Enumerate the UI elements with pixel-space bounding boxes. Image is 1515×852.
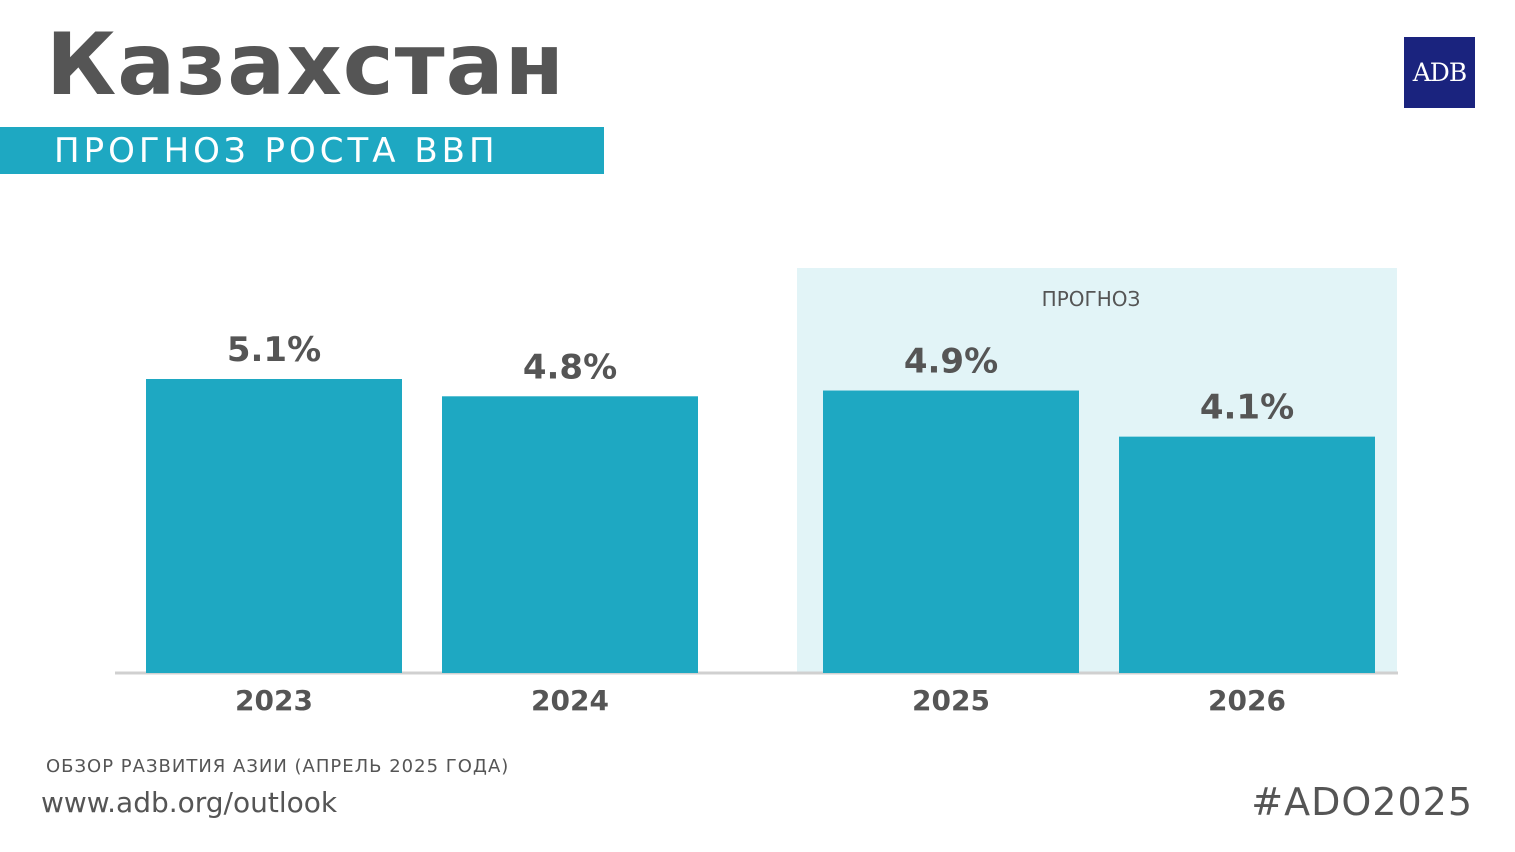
- value-label-2024: 4.8%: [523, 347, 617, 387]
- x-tick-label-2025: 2025: [912, 684, 990, 717]
- bar-2023: [146, 379, 402, 673]
- x-tick-label-2023: 2023: [235, 684, 313, 717]
- page-title: Казахстан: [46, 15, 566, 115]
- bar-2026: [1119, 436, 1375, 673]
- hashtag: #ADO2025: [1251, 780, 1473, 824]
- forecast-label: ПРОГНОЗ: [1042, 287, 1141, 311]
- bar-2025: [823, 390, 1079, 673]
- chart-subtitle: ПРОГНОЗ РОСТА ВВП: [54, 131, 499, 171]
- adb-logo-text: ADB: [1412, 58, 1467, 87]
- value-label-2025: 4.9%: [904, 342, 998, 382]
- value-label-2026: 4.1%: [1200, 388, 1294, 428]
- x-tick-label-2026: 2026: [1208, 684, 1286, 717]
- source-note: ОБЗОР РАЗВИТИЯ АЗИИ (АПРЕЛЬ 2025 ГОДА): [46, 756, 510, 777]
- value-label-2023: 5.1%: [227, 330, 321, 370]
- source-url: www.adb.org/outlook: [41, 786, 338, 819]
- adb-logo: ADB: [1404, 37, 1475, 108]
- x-tick-label-2024: 2024: [531, 684, 609, 717]
- subtitle-band: ПРОГНОЗ РОСТА ВВП: [0, 127, 604, 174]
- bar-2024: [442, 396, 698, 673]
